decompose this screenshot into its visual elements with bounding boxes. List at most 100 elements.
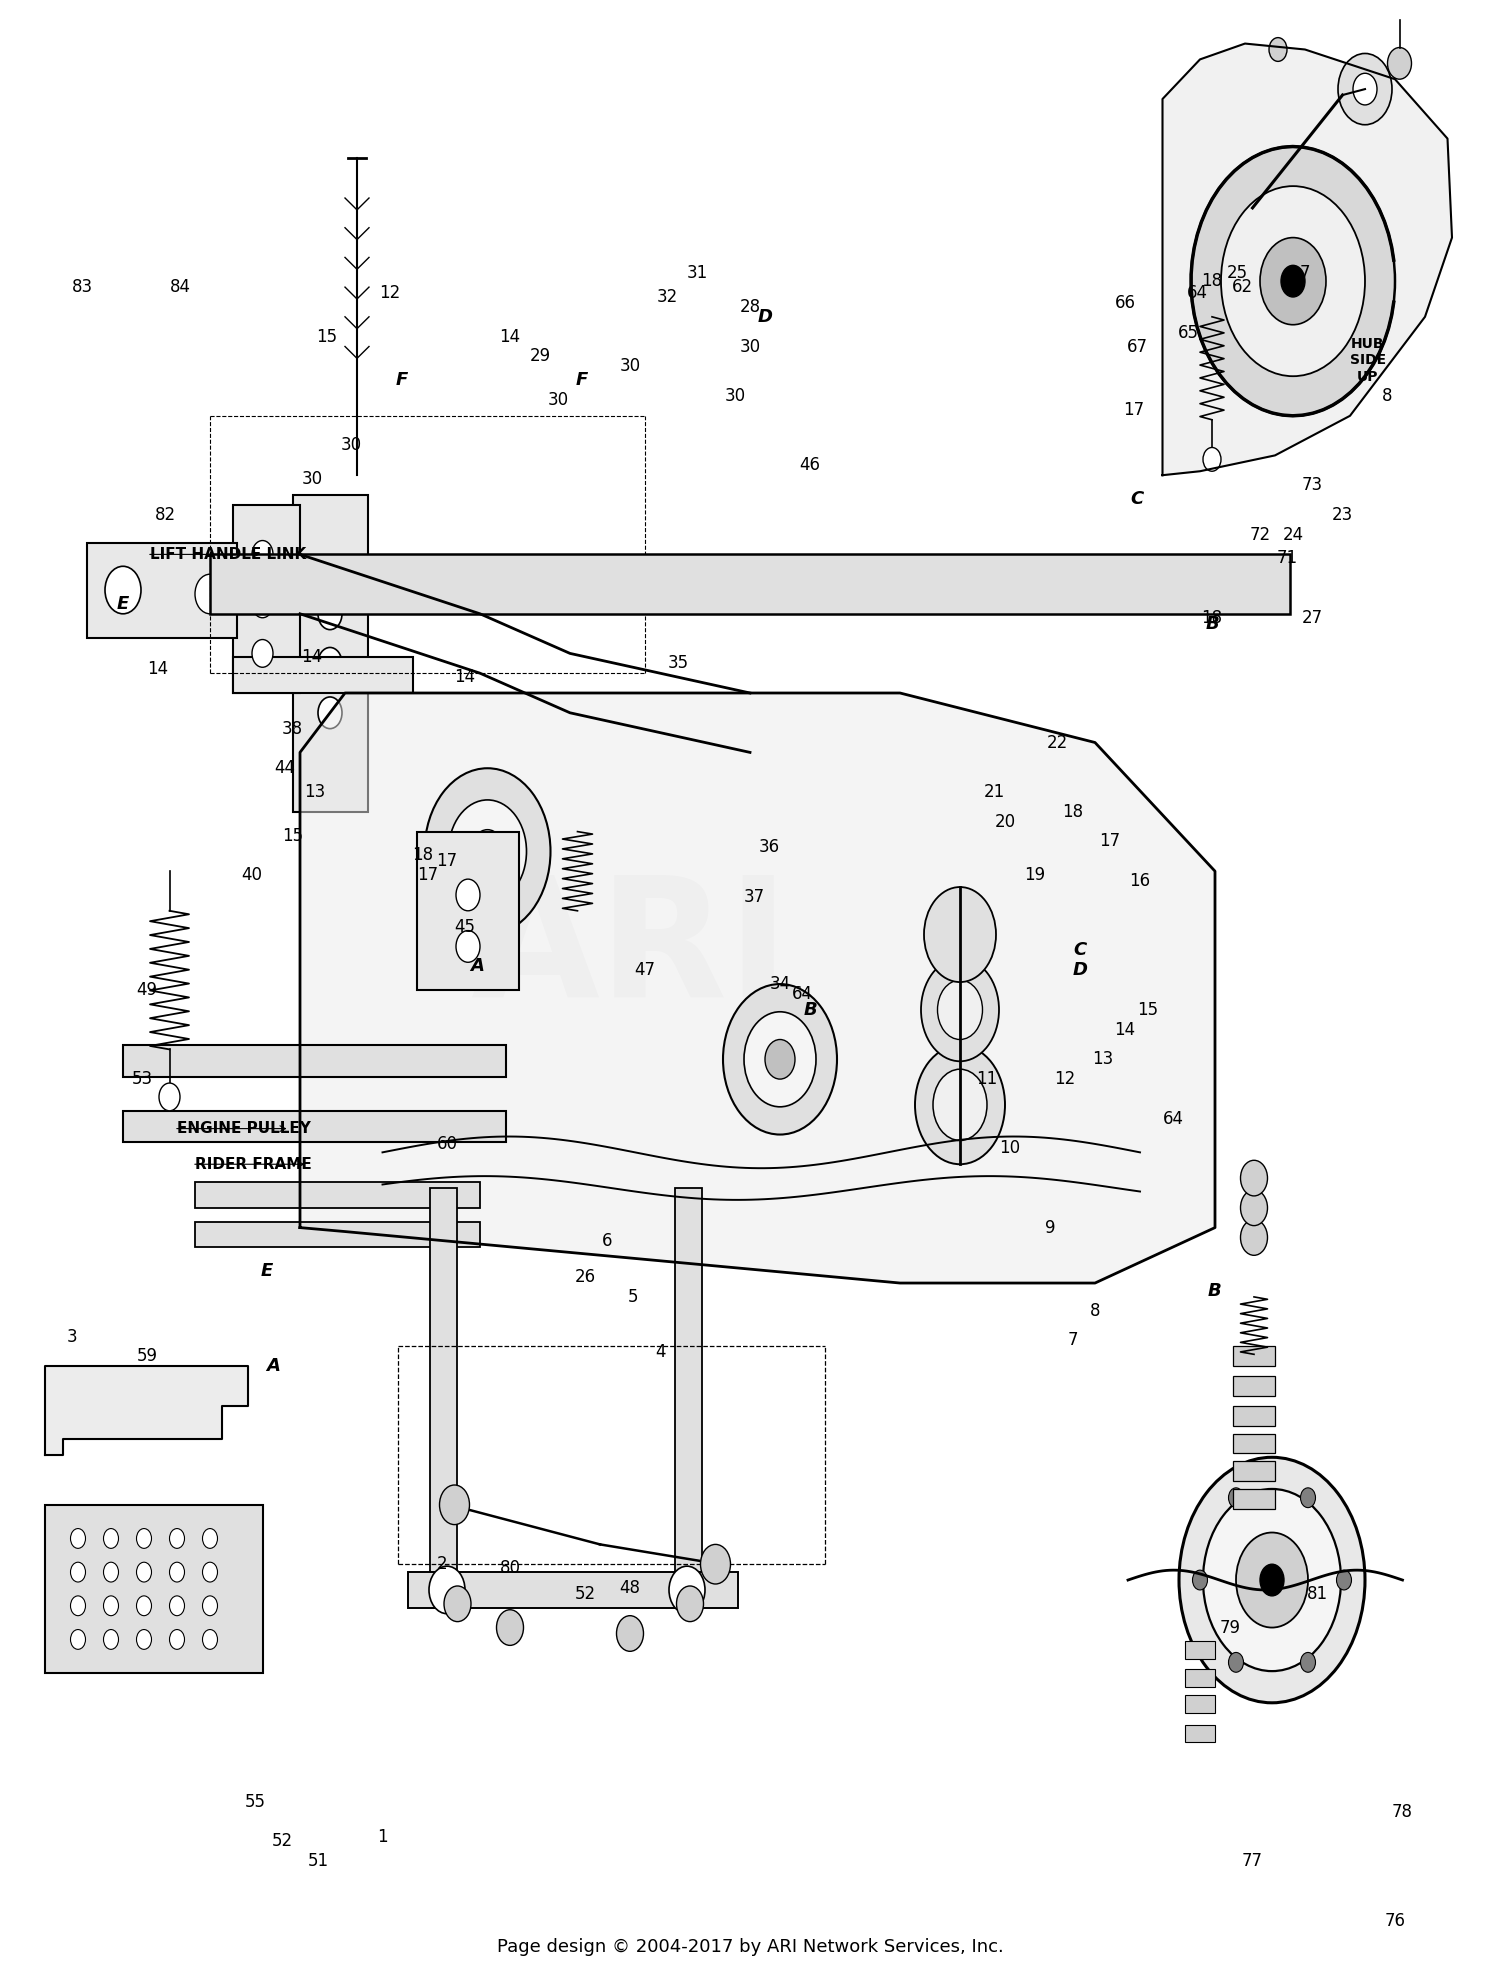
- Text: 81: 81: [1306, 1584, 1328, 1604]
- Text: 62: 62: [1232, 277, 1252, 297]
- Text: 79: 79: [1220, 1618, 1240, 1637]
- Circle shape: [318, 647, 342, 679]
- Circle shape: [924, 887, 996, 982]
- Circle shape: [1192, 1570, 1208, 1590]
- Text: 32: 32: [657, 287, 678, 307]
- Bar: [1185, 1725, 1215, 1742]
- Text: 15: 15: [316, 327, 338, 346]
- Bar: [292, 495, 368, 812]
- Text: 12: 12: [380, 283, 400, 303]
- Circle shape: [444, 1586, 471, 1622]
- Text: 19: 19: [1024, 865, 1045, 885]
- Text: 21: 21: [984, 782, 1005, 802]
- Circle shape: [170, 1630, 184, 1649]
- Text: 72: 72: [1250, 525, 1270, 545]
- Text: E: E: [117, 594, 129, 614]
- Circle shape: [676, 1586, 703, 1622]
- Text: 34: 34: [770, 974, 790, 994]
- Text: E: E: [261, 1261, 273, 1281]
- Text: 59: 59: [136, 1346, 158, 1366]
- Text: 77: 77: [1242, 1851, 1263, 1871]
- Text: 65: 65: [1178, 323, 1198, 343]
- Text: 38: 38: [282, 719, 303, 739]
- Text: 14: 14: [302, 647, 322, 667]
- Text: 29: 29: [530, 346, 550, 366]
- Circle shape: [440, 1485, 470, 1525]
- Text: 3: 3: [66, 1327, 78, 1346]
- Text: 52: 52: [272, 1832, 292, 1851]
- Polygon shape: [45, 1366, 248, 1455]
- Bar: [1233, 1376, 1275, 1396]
- Circle shape: [1240, 1220, 1268, 1255]
- Bar: [417, 832, 519, 990]
- Text: 16: 16: [1130, 871, 1150, 891]
- Text: 40: 40: [242, 865, 262, 885]
- Circle shape: [1240, 1160, 1268, 1196]
- Circle shape: [105, 566, 141, 614]
- Bar: [87, 543, 237, 638]
- Circle shape: [202, 1529, 217, 1548]
- Text: 17: 17: [436, 851, 457, 871]
- Circle shape: [448, 800, 526, 903]
- Text: 2: 2: [436, 1554, 448, 1574]
- Text: ARI: ARI: [471, 869, 789, 1032]
- Text: 15: 15: [282, 826, 303, 845]
- Text: 24: 24: [1282, 525, 1304, 545]
- Text: 17: 17: [1124, 400, 1144, 420]
- Circle shape: [1338, 53, 1392, 125]
- Text: 51: 51: [308, 1851, 328, 1871]
- Circle shape: [456, 931, 480, 962]
- Circle shape: [202, 1562, 217, 1582]
- Text: C: C: [1074, 940, 1086, 960]
- Circle shape: [170, 1529, 184, 1548]
- Bar: [675, 1188, 702, 1584]
- Text: 28: 28: [740, 297, 760, 317]
- Text: 23: 23: [1332, 505, 1353, 525]
- Circle shape: [1203, 1489, 1341, 1671]
- Text: 44: 44: [274, 758, 296, 778]
- Text: 9: 9: [1044, 1218, 1056, 1238]
- Circle shape: [136, 1630, 152, 1649]
- Circle shape: [202, 1596, 217, 1616]
- Text: 20: 20: [994, 812, 1016, 832]
- Text: 14: 14: [1114, 1020, 1136, 1040]
- Text: 27: 27: [1302, 608, 1323, 628]
- Circle shape: [1179, 1457, 1365, 1703]
- Text: 48: 48: [620, 1578, 640, 1598]
- Circle shape: [1260, 238, 1326, 325]
- Circle shape: [170, 1562, 184, 1582]
- Text: LIFT HANDLE LINK: LIFT HANDLE LINK: [150, 546, 306, 562]
- Text: 13: 13: [1092, 1049, 1113, 1069]
- Circle shape: [915, 1045, 1005, 1164]
- Text: 64: 64: [1186, 283, 1208, 303]
- Circle shape: [496, 1610, 523, 1645]
- Circle shape: [318, 697, 342, 729]
- Text: 30: 30: [740, 337, 760, 356]
- Text: 18: 18: [1062, 802, 1083, 822]
- Text: 8: 8: [1089, 1301, 1100, 1321]
- Text: 30: 30: [548, 390, 568, 410]
- Circle shape: [1388, 48, 1411, 79]
- Circle shape: [471, 830, 504, 873]
- Circle shape: [159, 1083, 180, 1111]
- Text: 25: 25: [1227, 263, 1248, 283]
- Text: 31: 31: [687, 263, 708, 283]
- Text: 7: 7: [1068, 1331, 1077, 1350]
- Text: 52: 52: [574, 1584, 596, 1604]
- Circle shape: [1260, 1564, 1284, 1596]
- Text: 76: 76: [1384, 1911, 1406, 1930]
- Text: 30: 30: [340, 436, 362, 455]
- Text: 30: 30: [620, 356, 640, 376]
- Circle shape: [195, 574, 225, 614]
- Bar: [1233, 1406, 1275, 1426]
- Circle shape: [70, 1562, 86, 1582]
- Circle shape: [700, 1544, 730, 1584]
- Text: 83: 83: [72, 277, 93, 297]
- Circle shape: [136, 1529, 152, 1548]
- Text: 14: 14: [454, 667, 476, 687]
- Circle shape: [1240, 1190, 1268, 1226]
- Text: 82: 82: [154, 505, 176, 525]
- Text: 37: 37: [744, 887, 765, 907]
- Circle shape: [1203, 447, 1221, 471]
- Text: HUB
SIDE
UP: HUB SIDE UP: [1350, 337, 1386, 384]
